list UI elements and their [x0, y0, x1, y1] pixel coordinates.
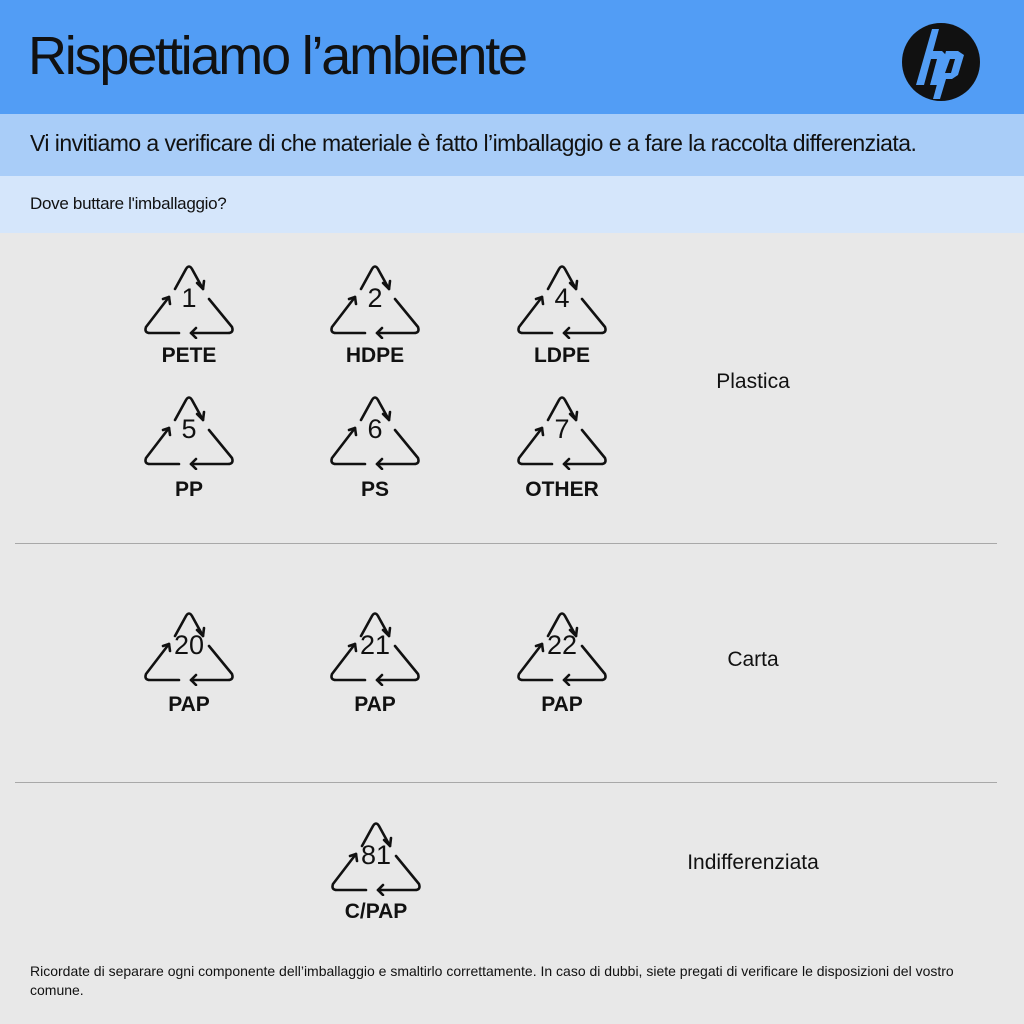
header: Rispettiamo l’ambiente [0, 0, 1024, 114]
question-band: Dove buttare l'imballaggio? [0, 176, 1024, 233]
material-label: PETE [161, 344, 217, 367]
resin-code: 6 [367, 414, 383, 444]
recycle-triangle-icon [331, 822, 421, 896]
category-indifferenziata: Indifferenziata [687, 851, 819, 874]
material-label: C/PAP [344, 900, 408, 923]
recycling-symbol-2: 2 HDPE [325, 253, 425, 367]
recycle-triangle-icon [330, 396, 420, 470]
material-label: LDPE [533, 344, 590, 367]
question: Dove buttare l'imballaggio? [30, 194, 227, 213]
category-plastica: Plastica [716, 370, 790, 393]
recycle-triangle-icon [517, 612, 607, 686]
hp-logo [902, 23, 980, 101]
recycle-triangle-icon [517, 396, 607, 470]
recycle-triangle-icon [517, 265, 607, 339]
page-title: Rispettiamo l’ambiente [28, 26, 528, 86]
resin-code: 21 [359, 630, 391, 660]
material-label: HDPE [345, 344, 405, 367]
recycling-symbol-1: 1 PETE [139, 253, 239, 367]
recycling-symbol-4: 4 LDPE [512, 253, 612, 367]
recycling-symbol-81: 81 C/PAP [326, 810, 426, 923]
material-label: PAP [168, 693, 210, 716]
recycle-triangle-icon [330, 265, 420, 339]
resin-code: 7 [554, 414, 570, 444]
recycle-triangle-icon [144, 612, 234, 686]
resin-code: 5 [181, 414, 197, 444]
resin-code: 2 [367, 283, 383, 313]
material-label: PP [174, 478, 203, 501]
recycling-symbol-5: 5 PP [139, 384, 239, 501]
resin-code: 22 [546, 630, 578, 660]
resin-code: 81 [360, 840, 392, 870]
recycling-symbol-7: 7 OTHER [512, 384, 612, 501]
resin-code: 20 [173, 630, 205, 660]
subtitle: Vi invitiamo a verificare di che materia… [30, 130, 917, 156]
material-label: PS [360, 478, 389, 501]
recycling-symbol-22: 22 PAP [512, 600, 612, 716]
category-carta: Carta [727, 648, 779, 671]
divider [15, 782, 997, 783]
recycle-triangle-icon [330, 612, 420, 686]
material-label: PAP [541, 693, 583, 716]
recycling-symbol-6: 6 PS [325, 384, 425, 501]
recycle-triangle-icon [144, 265, 234, 339]
resin-code: 4 [554, 283, 570, 313]
resin-code: 1 [181, 283, 197, 313]
footer-note: Ricordate di separare ogni componente de… [30, 963, 954, 998]
subtitle-band: Vi invitiamo a verificare di che materia… [0, 114, 1024, 176]
divider [15, 543, 997, 544]
material-label: PAP [354, 693, 396, 716]
recycle-triangle-icon [144, 396, 234, 470]
material-label: OTHER [525, 478, 599, 501]
recycling-symbol-20: 20 PAP [139, 600, 239, 716]
recycling-symbol-21: 21 PAP [325, 600, 425, 716]
